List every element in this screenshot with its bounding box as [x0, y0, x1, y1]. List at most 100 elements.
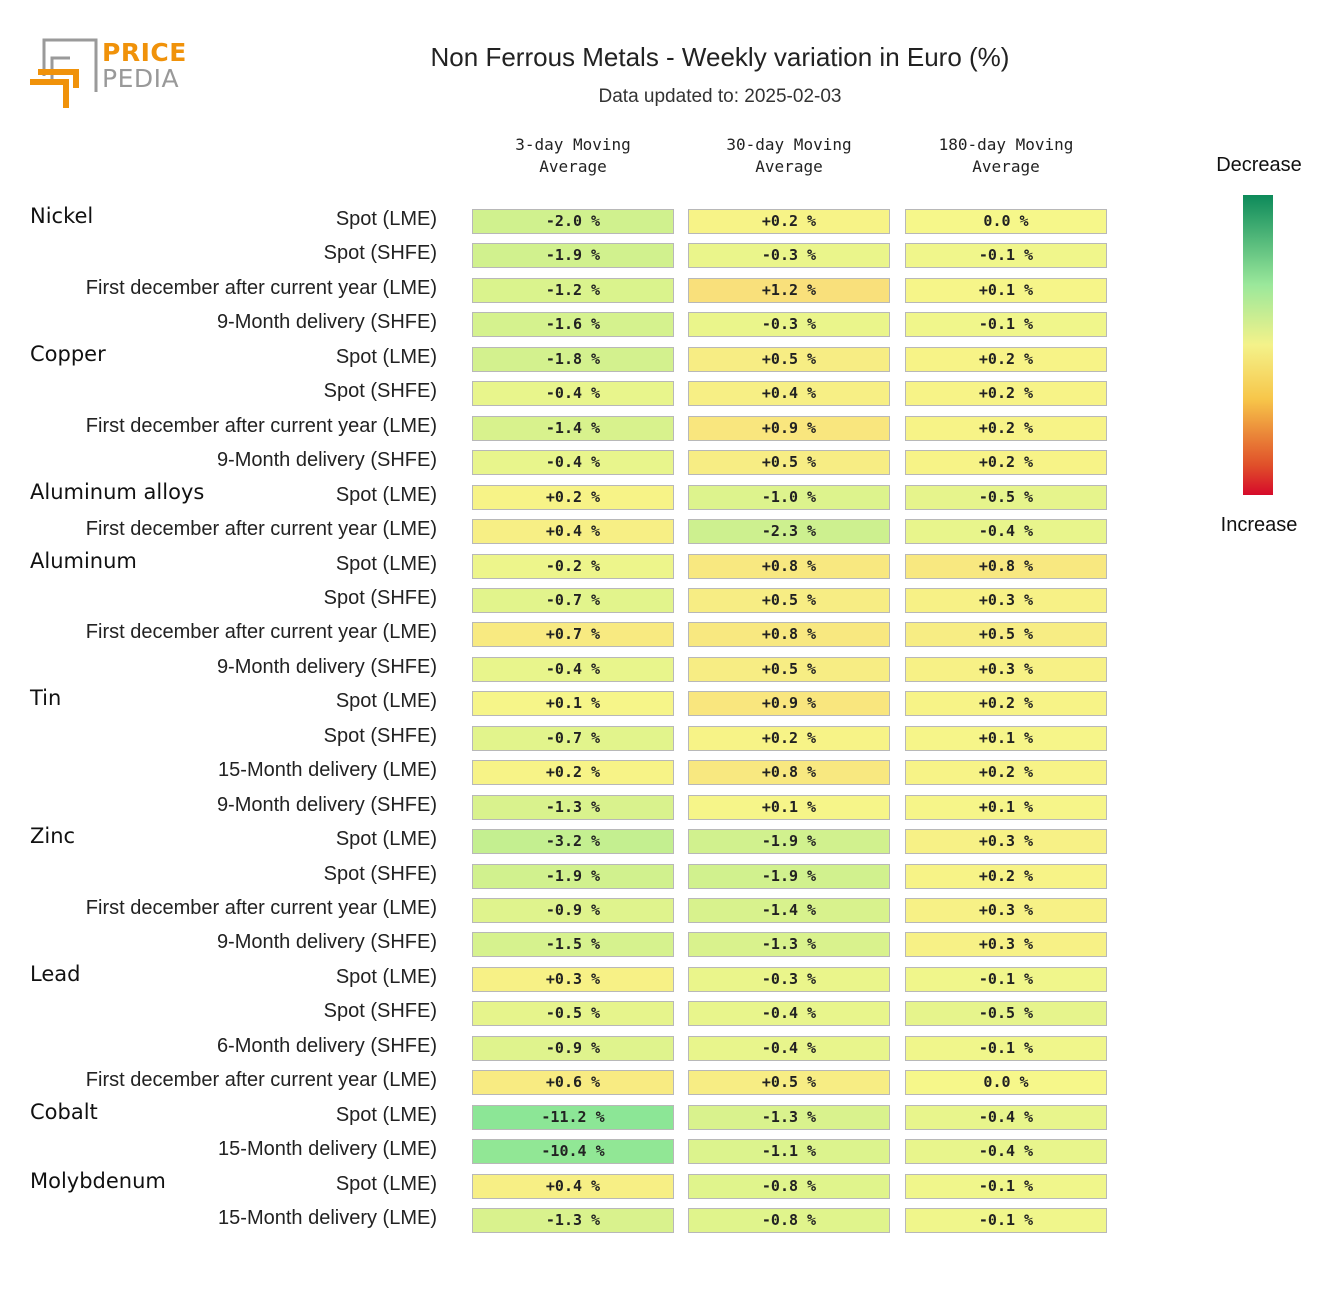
logo-word-price: PRICE [102, 38, 187, 67]
heatmap-cell: -0.4 % [905, 1105, 1107, 1130]
heatmap-cell: +0.5 % [688, 347, 890, 372]
heatmap-cell: -0.4 % [472, 381, 674, 406]
group-label: Nickel [30, 204, 94, 228]
row-label: Spot (LME) [335, 208, 437, 230]
heatmap-cell: -0.1 % [905, 243, 1107, 268]
heatmap-cell: -1.4 % [472, 416, 674, 441]
heatmap-cell: +0.4 % [472, 519, 674, 544]
row-label: Spot (LME) [335, 966, 437, 988]
heatmap-cell: -0.7 % [472, 726, 674, 751]
heatmap-cell: -1.8 % [472, 347, 674, 372]
row-label: 15-Month delivery (LME) [218, 759, 437, 781]
row-label: Spot (SHFE) [323, 725, 437, 747]
heatmap-cell: -0.1 % [905, 312, 1107, 337]
heatmap-cell: +0.2 % [472, 760, 674, 785]
row-label: Spot (LME) [335, 484, 437, 506]
heatmap-cell: +0.2 % [472, 485, 674, 510]
column-header-line: 180-day Moving [938, 135, 1074, 154]
row-label: 6-Month delivery (SHFE) [216, 1035, 437, 1057]
heatmap-cell: +0.5 % [905, 622, 1107, 647]
heatmap-cell: +0.3 % [905, 898, 1107, 923]
heatmap-cell: -0.5 % [905, 485, 1107, 510]
group-label: Molybdenum [30, 1169, 166, 1193]
heatmap-cell: +0.3 % [905, 588, 1107, 613]
heatmap-cell: +0.9 % [688, 691, 890, 716]
row-label: Spot (LME) [335, 690, 437, 712]
group-label: Aluminum [30, 549, 137, 573]
group-label: Tin [30, 686, 62, 710]
heatmap-cell: -0.3 % [688, 967, 890, 992]
legend-increase-label: Increase [1220, 514, 1298, 536]
heatmap-cell: -3.2 % [472, 829, 674, 854]
heatmap-cell: -1.1 % [688, 1139, 890, 1164]
heatmap-cell: +0.8 % [688, 622, 890, 647]
heatmap-cell: +0.2 % [905, 381, 1107, 406]
heatmap-cell: +0.2 % [688, 209, 890, 234]
heatmap-cell: -2.3 % [688, 519, 890, 544]
heatmap-cell: +0.8 % [905, 554, 1107, 579]
heatmap-cell: -0.4 % [688, 1036, 890, 1061]
heatmap-cell: -1.3 % [472, 795, 674, 820]
row-label: First december after current year (LME) [85, 277, 437, 299]
heatmap-cell: -0.1 % [905, 967, 1107, 992]
row-label: Spot (LME) [335, 828, 437, 850]
heatmap-cell: +0.8 % [688, 554, 890, 579]
heatmap-cell: +0.3 % [905, 829, 1107, 854]
heatmap-cell: -1.0 % [688, 485, 890, 510]
heatmap-cell: +0.5 % [688, 588, 890, 613]
heatmap-cell: -0.5 % [472, 1001, 674, 1026]
row-label: First december after current year (LME) [85, 1069, 437, 1091]
group-label: Cobalt [30, 1100, 98, 1124]
heatmap-cell: -1.6 % [472, 312, 674, 337]
heatmap-cell: +0.2 % [905, 450, 1107, 475]
column-header-line: Average [755, 157, 823, 176]
heatmap-cell: +1.2 % [688, 278, 890, 303]
logo-mark-icon [30, 38, 98, 108]
legend-color-scale [1243, 195, 1273, 495]
heatmap-cell: +0.2 % [905, 760, 1107, 785]
heatmap-cell: -1.2 % [472, 278, 674, 303]
heatmap-cell: +0.4 % [472, 1174, 674, 1199]
heatmap-cell: -0.8 % [688, 1174, 890, 1199]
row-label: Spot (LME) [335, 553, 437, 575]
row-label: 9-Month delivery (SHFE) [216, 794, 437, 816]
row-label: First december after current year (LME) [85, 415, 437, 437]
heatmap-cell: +0.2 % [905, 347, 1107, 372]
column-header-line: 3-day Moving [515, 135, 631, 154]
heatmap-cell: -11.2 % [472, 1105, 674, 1130]
heatmap-cell: +0.4 % [688, 381, 890, 406]
heatmap-cell: -1.9 % [472, 864, 674, 889]
group-label: Lead [30, 962, 81, 986]
heatmap-cell: +0.5 % [688, 657, 890, 682]
group-label: Copper [30, 342, 106, 366]
heatmap-cell: -0.4 % [472, 657, 674, 682]
row-label: 9-Month delivery (SHFE) [216, 931, 437, 953]
row-label: Spot (SHFE) [323, 242, 437, 264]
heatmap-cell: +0.2 % [688, 726, 890, 751]
column-header-line: Average [539, 157, 607, 176]
heatmap-cell: +0.9 % [688, 416, 890, 441]
row-label: Spot (SHFE) [323, 587, 437, 609]
heatmap-cell: 0.0 % [905, 209, 1107, 234]
pricepedia-logo: PRICE PEDIA [30, 36, 190, 112]
row-label: Spot (SHFE) [323, 1000, 437, 1022]
heatmap-cell: -0.4 % [688, 1001, 890, 1026]
heatmap-cell: +0.1 % [905, 278, 1107, 303]
row-label: Spot (LME) [335, 346, 437, 368]
row-label: 15-Month delivery (LME) [218, 1138, 437, 1160]
heatmap-cell: -0.1 % [905, 1036, 1107, 1061]
heatmap-cell: -0.3 % [688, 312, 890, 337]
heatmap-cell: -0.5 % [905, 1001, 1107, 1026]
heatmap-cell: -0.3 % [688, 243, 890, 268]
heatmap-cell: -1.9 % [472, 243, 674, 268]
legend-decrease-label: Decrease [1216, 154, 1302, 176]
heatmap-cell: -1.5 % [472, 932, 674, 957]
heatmap-cell: -0.4 % [905, 519, 1107, 544]
heatmap-cell: +0.5 % [688, 450, 890, 475]
heatmap-cell: -1.3 % [688, 932, 890, 957]
heatmap-cell: 0.0 % [905, 1070, 1107, 1095]
logo-word-pedia: PEDIA [102, 64, 180, 93]
heatmap-cell: +0.2 % [905, 864, 1107, 889]
row-label: 9-Month delivery (SHFE) [216, 656, 437, 678]
heatmap-cell: +0.1 % [905, 726, 1107, 751]
